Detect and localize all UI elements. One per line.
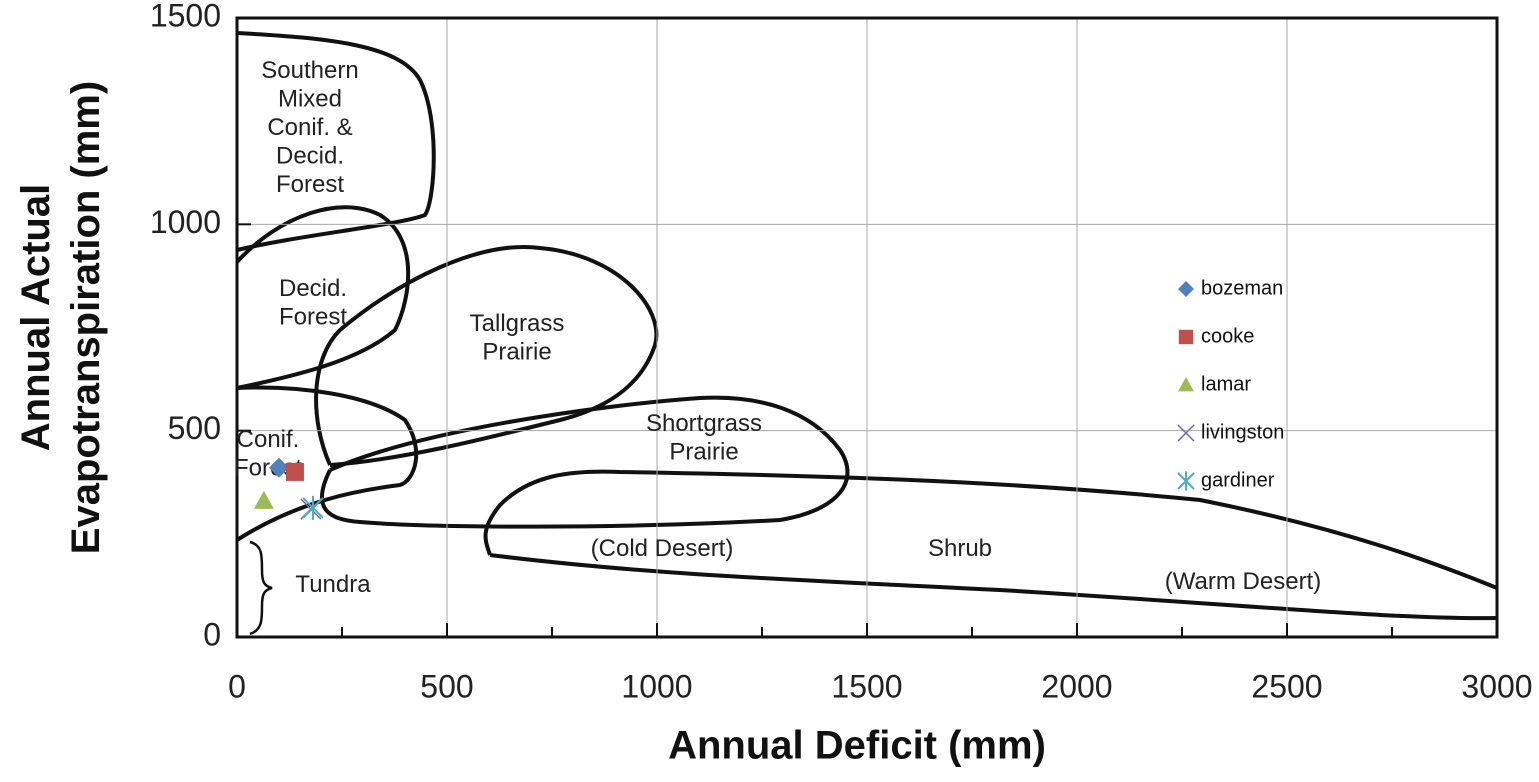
x-tick-label: 1000	[621, 668, 692, 704]
plot-frame	[235, 16, 1499, 639]
y-tick-label: 0	[203, 616, 221, 652]
region-outline	[236, 31, 436, 252]
legend-label: livingston	[1201, 421, 1284, 443]
legend-marker	[1177, 424, 1195, 442]
legend-marker	[1177, 471, 1195, 491]
region-label-line: Conif. &	[267, 114, 352, 141]
y-tick-label: 1500	[150, 0, 221, 33]
marker	[253, 490, 274, 509]
marker	[269, 457, 289, 478]
region-label-line: Tundra	[295, 571, 371, 598]
region-label-line: (Cold Desert)	[591, 535, 734, 562]
x-tick-label: 2000	[1041, 668, 1112, 704]
x-tick-label: 1500	[831, 668, 902, 704]
region-label-line: Southern	[261, 57, 358, 84]
region-label: (Cold Desert)	[591, 535, 734, 562]
y-tick-label: 1000	[150, 204, 221, 240]
region-label-line: Conif.	[237, 426, 300, 453]
legend-label: gardiner	[1201, 469, 1275, 491]
x-tick-label: 0	[228, 668, 246, 704]
biome-outlines	[235, 31, 1498, 636]
marker	[302, 495, 324, 520]
region-label: Shortgrass Prairie	[646, 410, 762, 466]
y-tick-label: 500	[168, 410, 221, 446]
region-label: (Warm Desert)	[1165, 568, 1321, 595]
region-label-line: Shortgrass	[646, 410, 762, 437]
region-label-line: Decid.	[276, 143, 344, 170]
region-label-line: Prairie	[669, 439, 738, 466]
region-label-line: Forest	[279, 304, 347, 331]
region-label: Decid. Forest	[279, 275, 347, 331]
tundra-brace	[249, 540, 273, 636]
x-tick-label: 3000	[1461, 668, 1532, 704]
legend-marker	[1178, 329, 1194, 345]
x-axis-title: Annual Deficit (mm)	[668, 724, 1046, 768]
legend-marker	[1178, 377, 1194, 392]
region-outline	[235, 205, 411, 390]
x-tick-label: 500	[420, 668, 473, 704]
region-label-line: (Warm Desert)	[1165, 568, 1321, 595]
region-outline	[483, 469, 1498, 621]
region-outline	[314, 245, 659, 467]
region-label-line: Forest	[276, 171, 344, 198]
region-label-line: Shrub	[928, 535, 992, 562]
region-label-line: Prairie	[482, 339, 551, 366]
region-outline	[319, 395, 850, 529]
legend-marker	[1178, 281, 1194, 297]
legend-label: lamar	[1201, 373, 1251, 395]
legend-label: bozeman	[1201, 277, 1283, 299]
y-axis-title: Annual Actual Evapotranspiration (mm)	[14, 81, 108, 554]
region-label: Shrub	[928, 535, 992, 562]
legend-label: cooke	[1201, 325, 1254, 347]
region-label: Tallgrass Prairie	[470, 310, 565, 366]
region-label: Southern Mixed Conif. & Decid. Forest	[261, 57, 358, 198]
region-label-line: Decid.	[279, 275, 347, 302]
x-tick-label: 2500	[1251, 668, 1322, 704]
marker	[285, 462, 304, 481]
region-label-line: Mixed	[278, 86, 342, 113]
region-label-line: Tallgrass	[470, 310, 565, 337]
region-label: Tundra	[295, 571, 371, 598]
